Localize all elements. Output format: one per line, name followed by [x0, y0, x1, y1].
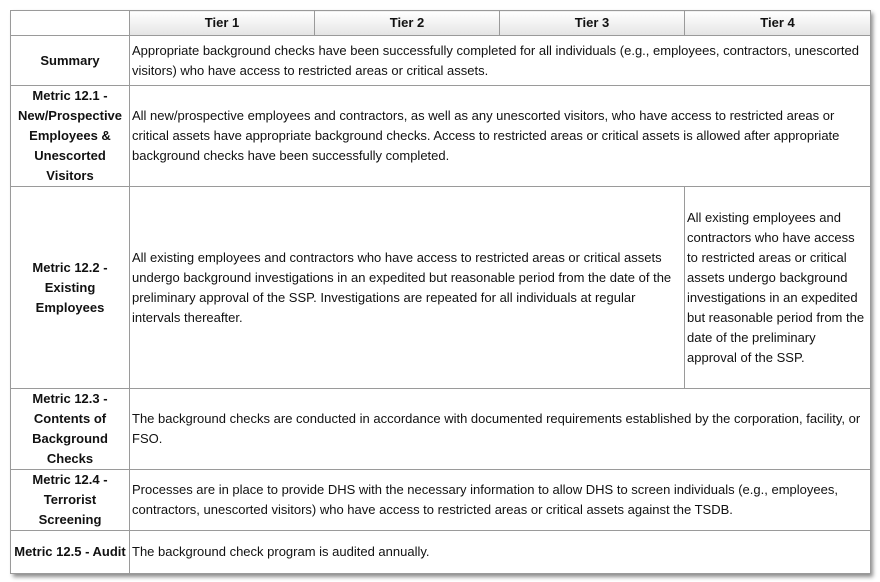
table-row: Metric 12.1 - New/Prospective Employees …	[10, 85, 871, 187]
tier-header: Tier 1	[129, 10, 315, 36]
row-label: Metric 12.5 - Audit	[10, 530, 130, 574]
row-text: All existing employees and contractors w…	[684, 186, 871, 389]
table-body: Summary Appropriate background checks hav…	[10, 35, 871, 574]
corner-cell	[10, 10, 130, 36]
row-label: Metric 12.3 - Contents of Background Che…	[10, 388, 130, 470]
table-row: Metric 12.2 - Existing Employees All exis…	[10, 186, 871, 389]
table-row: Summary Appropriate background checks hav…	[10, 35, 871, 86]
row-text: All existing employees and contractors w…	[129, 186, 685, 389]
tier-header: Tier 3	[499, 10, 685, 36]
row-text: Appropriate background checks have been …	[129, 35, 871, 86]
row-label: Metric 12.1 - New/Prospective Employees …	[10, 85, 130, 187]
tier-table: Tier 1 Tier 2 Tier 3 Tier 4 Summary Appropri…	[10, 10, 871, 574]
header-row: Tier 1 Tier 2 Tier 3 Tier 4	[10, 10, 871, 36]
row-label: Metric 12.2 - Existing Employees	[10, 186, 130, 389]
tier-header: Tier 4	[684, 10, 871, 36]
row-text: All new/prospective employees and contra…	[129, 85, 871, 187]
table-row: Metric 12.4 - Terrorist Screening Process…	[10, 469, 871, 531]
table-row: Metric 12.5 - Audit The background check …	[10, 530, 871, 574]
row-label: Metric 12.4 - Terrorist Screening	[10, 469, 130, 531]
table-frame: Tier 1 Tier 2 Tier 3 Tier 4 Summary Appropri…	[10, 10, 871, 574]
table-row: Metric 12.3 - Contents of Background Che…	[10, 388, 871, 470]
tier-header: Tier 2	[314, 10, 500, 36]
row-text: The background checks are conducted in a…	[129, 388, 871, 470]
row-label: Summary	[10, 35, 130, 86]
row-text: Processes are in place to provide DHS wi…	[129, 469, 871, 531]
row-text: The background check program is audited …	[129, 530, 871, 574]
